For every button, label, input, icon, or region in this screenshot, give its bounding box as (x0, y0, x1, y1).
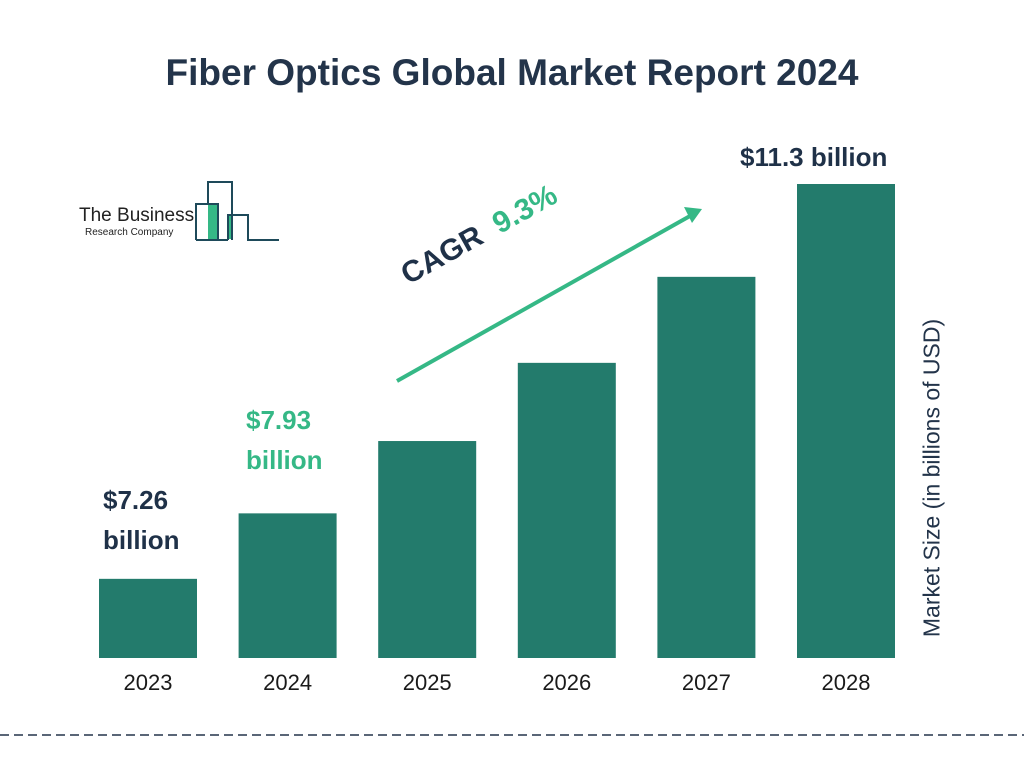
data-label-2028: $11.3 billion (740, 142, 888, 172)
x-tick-label-2027: 2027 (682, 670, 731, 695)
data-label-2024-value: $7.93 (246, 405, 312, 435)
x-tick-label-2028: 2028 (822, 670, 871, 695)
data-label-2024: $7.93 billion (246, 400, 323, 480)
x-tick-label-2024: 2024 (263, 670, 312, 695)
data-label-2023-unit: billion (103, 525, 180, 555)
logo-text-line2: Research Company (85, 227, 174, 238)
x-tick-label-2023: 2023 (124, 670, 173, 695)
bar-2027 (657, 276, 756, 658)
cagr-arrow-head (684, 207, 702, 223)
cagr-arrow-line (396, 214, 691, 383)
chart-title: Fiber Optics Global Market Report 2024 (165, 52, 859, 93)
y-axis-label: Market Size (in billions of USD) (918, 318, 945, 638)
bar-2024 (238, 513, 337, 658)
x-tick-label-2025: 2025 (403, 670, 452, 695)
data-label-2023: $7.26 billion (103, 480, 180, 560)
data-label-2023-value: $7.26 (103, 485, 169, 515)
bar-2028 (797, 184, 895, 658)
logo-icon (195, 181, 279, 241)
logo-text-line1: The Business (79, 205, 195, 226)
data-label-2024-unit: billion (246, 445, 323, 475)
bar-2025 (378, 441, 477, 658)
bar-2023 (99, 578, 197, 658)
bar-2026 (517, 362, 616, 658)
x-tick-label-2026: 2026 (542, 670, 591, 695)
